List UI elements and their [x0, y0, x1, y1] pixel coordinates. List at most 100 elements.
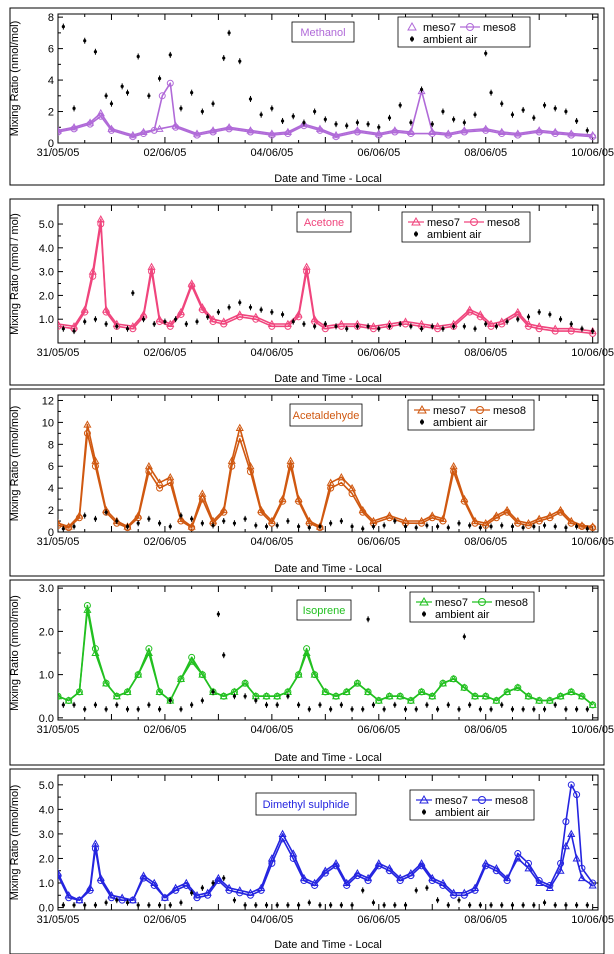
- acetone-ytick-label: 5.0: [39, 219, 54, 231]
- acetaldehyde-legend-box: [407, 399, 535, 431]
- methanol-x-axis-label: Date and Time - Local: [274, 173, 382, 185]
- acetone-name-box: [296, 211, 352, 233]
- dimethyl-sulphide-meso8-marker: [450, 891, 458, 899]
- acetaldehyde-meso8-line: [58, 432, 593, 529]
- isoprene-ytick-label: 3.0: [39, 583, 54, 595]
- acetaldehyde-meso8-marker: [439, 517, 447, 525]
- acetaldehyde-ytick-label: 6: [48, 461, 54, 473]
- methanol-meso8-marker: [284, 130, 292, 138]
- isoprene-meso8-marker: [241, 679, 249, 687]
- acetaldehyde-ytick-label: 8: [48, 439, 54, 451]
- acetone-meso8-marker: [177, 310, 185, 318]
- acetone-meso7-marker: [302, 262, 311, 270]
- dimethyl-sulphide-meso8-marker: [503, 877, 511, 885]
- isoprene-meso8-marker: [439, 679, 447, 687]
- acetaldehyde-name-box: [289, 403, 363, 427]
- acetaldehyde-meso8-marker: [65, 524, 73, 532]
- acetone-legend-meso8-label: meso8: [487, 217, 520, 229]
- isoprene-ytick-label: 1.0: [39, 670, 54, 682]
- acetone-meso8-marker: [402, 320, 410, 328]
- acetaldehyde-legend-ambient-label: ambient air: [433, 417, 488, 429]
- dimethyl-sulphide-meso8-marker: [546, 881, 554, 889]
- methanol-meso7-marker: [155, 124, 164, 132]
- dimethyl-sulphide-legend-meso7-marker: [419, 794, 429, 804]
- methanol-xtick-label: 04/06/05: [250, 147, 293, 159]
- dimethyl-sulphide-meso8-marker: [172, 886, 180, 894]
- acetaldehyde-meso8-marker: [482, 521, 490, 529]
- dimethyl-sulphide-meso7-marker: [561, 841, 570, 850]
- dimethyl-sulphide-meso8-marker: [375, 862, 383, 870]
- methanol-xtick-label: 06/06/05: [357, 147, 400, 159]
- methanol-meso7-marker: [588, 130, 597, 139]
- isoprene-meso8-marker: [589, 701, 597, 709]
- isoprene-meso8-marker: [514, 684, 522, 692]
- isoprene-meso8-marker: [188, 653, 196, 661]
- isoprene-meso8-marker: [524, 692, 532, 700]
- dimethyl-sulphide-meso8-marker: [321, 869, 329, 877]
- dimethyl-sulphide-legend-ambient-label: ambient air: [435, 807, 490, 819]
- acetaldehyde-meso8-marker: [58, 521, 62, 529]
- acetone-legend-meso7-label: meso7: [427, 217, 460, 229]
- methanol-meso7-marker: [267, 129, 276, 137]
- isoprene-legend-meso8-label: meso8: [495, 597, 528, 609]
- methanol-series-ambient-air: [61, 23, 589, 134]
- acetone-legend: meso7 meso8 ambient air: [401, 211, 531, 243]
- dimethyl-sulphide-legend-meso8-label: meso8: [495, 795, 528, 807]
- dimethyl-sulphide-panel: 0.0 1.0 2.0 3.0 4.0 5.0 31/05/05 02/06/05 04/06/…: [9, 768, 614, 954]
- acetone-legend-meso7-marker: [411, 216, 421, 226]
- acetaldehyde-meso8-marker: [236, 435, 244, 443]
- isoprene-xtick-label: 02/06/05: [144, 724, 187, 736]
- methanol-meso8-marker: [567, 131, 575, 139]
- dimethyl-sulphide-xtick-label: 02/06/05: [144, 914, 187, 926]
- dimethyl-sulphide-ytick-label: 4.0: [39, 804, 54, 816]
- acetone-meso8-marker: [524, 322, 532, 330]
- methanol-meso8-marker: [498, 130, 506, 138]
- acetone-compound-label: Acetone: [304, 217, 344, 229]
- isoprene-meso8-marker: [177, 675, 185, 683]
- isoprene-meso8-marker: [482, 692, 490, 700]
- acetaldehyde-meso8-marker: [287, 462, 295, 470]
- isoprene-meso8-marker: [75, 688, 83, 696]
- isoprene-meso8-marker: [450, 675, 458, 683]
- acetaldehyde-xtick-label: 08/06/05: [464, 536, 507, 548]
- isoprene-xtick-label: 31/05/05: [37, 724, 80, 736]
- methanol-meso8-marker: [107, 126, 115, 134]
- isoprene-meso8-marker: [535, 697, 543, 705]
- dimethyl-sulphide-xtick-label: 06/06/05: [357, 914, 400, 926]
- isoprene-meso8-marker: [460, 684, 468, 692]
- acetaldehyde-xtick-label: 06/06/05: [357, 536, 400, 548]
- isoprene-meso8-marker: [65, 697, 73, 705]
- acetaldehyde-meso7-marker: [83, 420, 92, 428]
- dimethyl-sulphide-legend-meso8-marker: [478, 796, 486, 804]
- acetone-ytick-label: 3.0: [39, 267, 54, 279]
- dimethyl-sulphide-meso8-marker: [567, 781, 575, 789]
- isoprene-meso8-marker: [113, 692, 121, 700]
- acetaldehyde-meso8-marker: [428, 514, 436, 522]
- methanol-legend-meso8-label: meso8: [483, 22, 516, 34]
- dimethyl-sulphide-xtick-label: 04/06/05: [250, 914, 293, 926]
- methanol-meso7-marker: [315, 124, 325, 132]
- isoprene-xtick-label: 10/06/05: [571, 724, 614, 736]
- acetaldehyde-ytick-label: 4: [48, 483, 54, 495]
- methanol-ytick-label: 6: [48, 44, 54, 56]
- acetone-meso8-marker: [369, 325, 377, 333]
- dimethyl-sulphide-meso8-marker: [418, 862, 426, 870]
- acetaldehyde-meso8-marker: [166, 479, 174, 487]
- dimethyl-sulphide-meso8-marker: [150, 881, 158, 889]
- acetaldehyde-meso8-marker: [514, 519, 522, 527]
- methanol-meso8-marker: [353, 128, 361, 136]
- isoprene-meso8-marker: [332, 692, 340, 700]
- acetaldehyde-meso8-marker: [589, 524, 597, 532]
- dimethyl-sulphide-ytick-label: 1.0: [39, 878, 54, 890]
- acetaldehyde-series-meso7: [58, 420, 597, 530]
- dimethyl-sulphide-y-axis-label: Mixing Ratio (nmol/mol): [9, 785, 21, 901]
- acetaldehyde-meso8-marker: [257, 508, 265, 516]
- dimethyl-sulphide-meso7-line: [58, 833, 594, 902]
- dimethyl-sulphide-meso8-marker: [75, 896, 83, 904]
- methanol-meso7-line: [58, 90, 593, 136]
- dimethyl-sulphide-meso7-marker: [577, 873, 587, 882]
- acetone-meso7-marker: [147, 262, 156, 270]
- acetone-meso7-marker: [96, 215, 105, 223]
- acetone-meso8-marker: [303, 268, 311, 276]
- isoprene-meso8-marker: [428, 692, 436, 700]
